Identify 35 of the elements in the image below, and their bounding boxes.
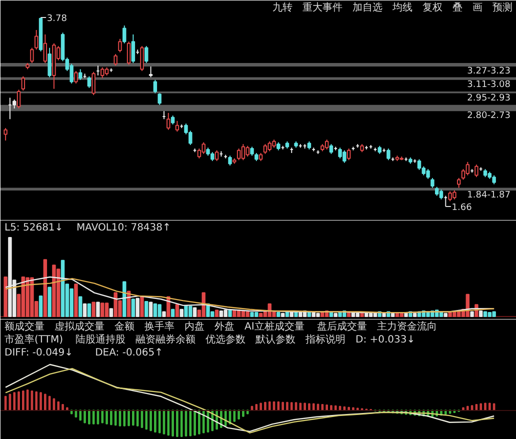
text: 市盈率(TTM) [4, 334, 64, 346]
text: 陆股通持股 [76, 334, 126, 346]
text: 金额 [114, 320, 134, 332]
text: 画 [472, 2, 482, 14]
band-label: 2.80-2.73 [467, 111, 510, 122]
text: 内盘 [184, 320, 204, 332]
text: DEA: -0.065↑ [95, 348, 163, 358]
band-label: 3.27-3.23 [467, 66, 510, 77]
band-label: 2.95-2.93 [467, 93, 510, 104]
text: 主力资金流向 [376, 320, 437, 332]
text: 叠 [452, 2, 462, 14]
annotation: 1.66 [452, 203, 472, 213]
text: DIFF: -0.049↓ [4, 348, 74, 358]
annotation: 3.78 [46, 14, 68, 24]
text: 默认参数 [254, 334, 296, 346]
text: 优选参数 [206, 334, 246, 346]
text: 外盘 [214, 320, 234, 332]
text: AI立桩成交量 [244, 320, 304, 332]
text: 换手率 [144, 320, 174, 332]
text: 均线 [392, 2, 412, 14]
text: 复权 [422, 2, 442, 14]
text: 指标说明 [304, 334, 346, 346]
text: 九转 [272, 2, 292, 14]
text: D: +0.033↓ [356, 334, 416, 346]
text: 虚拟成交量 [54, 320, 104, 332]
text: 加自选 [352, 2, 382, 14]
text: MAVOL10: 78438↑ [76, 222, 171, 234]
band-label: 3.11-3.08 [467, 80, 511, 90]
text: L5: 52681↓ [4, 222, 64, 234]
text: 盘后成交量 [316, 320, 367, 332]
text: 预测 [492, 2, 512, 14]
text: 额成交量 [4, 320, 44, 332]
text: 融资融券余额 [136, 334, 196, 346]
band-label: 1.84-1.87 [467, 190, 510, 200]
text: 重大事件 [302, 2, 342, 14]
